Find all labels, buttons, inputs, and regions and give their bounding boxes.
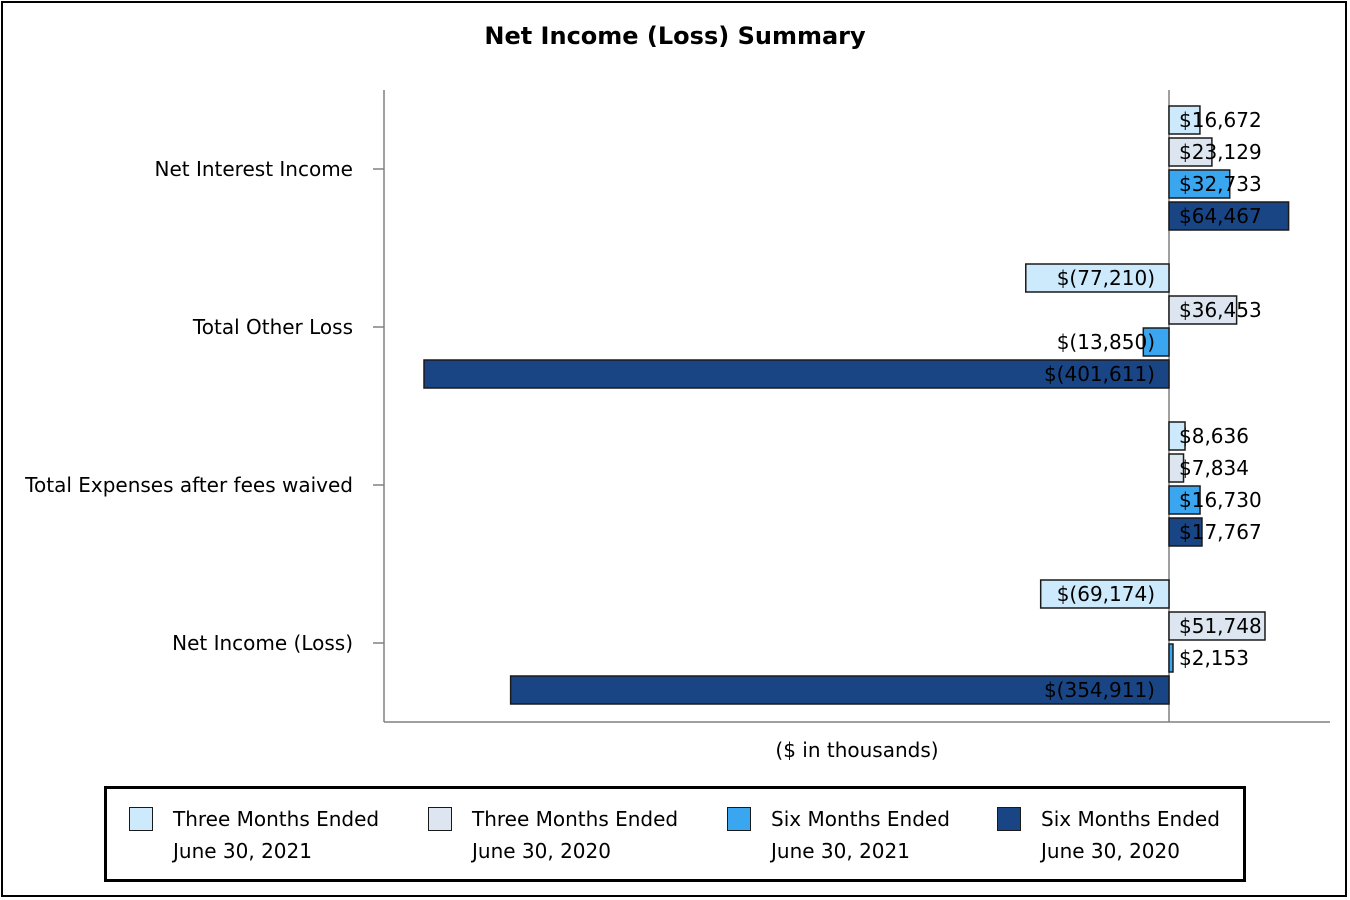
data-label: $16,672 <box>1179 108 1262 132</box>
bar <box>509 675 1170 705</box>
data-label: $17,767 <box>1179 520 1262 544</box>
legend: Three Months Ended June 30, 2021 Three M… <box>104 786 1246 882</box>
legend-label-line1: Six Months Ended <box>1041 807 1220 831</box>
category-label: Net Income (Loss) <box>172 631 353 655</box>
bars <box>423 105 1290 705</box>
data-label: $7,834 <box>1179 456 1249 480</box>
y-axis-ticks <box>373 168 384 644</box>
bar <box>1168 485 1201 515</box>
data-label: $8,636 <box>1179 424 1249 448</box>
legend-label: Three Months Ended June 30, 2021 <box>173 803 379 867</box>
legend-label-line2: June 30, 2020 <box>472 839 611 863</box>
data-label: $36,453 <box>1179 298 1262 322</box>
category-label: Total Expenses after fees waived <box>24 473 353 497</box>
bar <box>1168 517 1203 547</box>
legend-label-line2: June 30, 2021 <box>771 839 910 863</box>
bar <box>1168 453 1185 483</box>
category-label: Net Interest Income <box>155 157 354 181</box>
data-label: $16,730 <box>1179 488 1262 512</box>
data-label: $2,153 <box>1179 646 1249 670</box>
legend-label-line1: Three Months Ended <box>472 807 679 831</box>
bar <box>423 359 1170 389</box>
category-labels: Net Interest Income Total Other Loss Total… <box>24 157 353 655</box>
data-label: $(69,174) <box>1057 582 1155 606</box>
bar <box>1025 263 1170 293</box>
category-label: Total Other Loss <box>192 315 353 339</box>
data-label: $(401,611) <box>1044 362 1155 386</box>
legend-label: Six Months Ended June 30, 2021 <box>771 803 950 867</box>
legend-label-line2: June 30, 2021 <box>173 839 312 863</box>
bar <box>1168 643 1174 673</box>
bar <box>1168 421 1186 451</box>
data-label: $51,748 <box>1179 614 1262 638</box>
legend-swatch <box>129 807 153 831</box>
legend-label-line1: Six Months Ended <box>771 807 950 831</box>
bar <box>1168 611 1266 641</box>
data-labels: $16,672 $23,129 $32,733 $64,467 $(77,210) $36… <box>1044 108 1262 702</box>
data-label: $64,467 <box>1179 204 1262 228</box>
data-label: $(354,911) <box>1044 678 1155 702</box>
x-axis-label: ($ in thousands) <box>775 738 938 762</box>
data-label: $32,733 <box>1179 172 1262 196</box>
legend-swatch <box>727 807 751 831</box>
legend-swatch <box>428 807 452 831</box>
bar <box>1168 295 1238 325</box>
legend-label: Six Months Ended June 30, 2020 <box>1041 803 1220 867</box>
chart-title: Net Income (Loss) Summary <box>484 22 866 50</box>
bar <box>1168 201 1290 231</box>
data-label: $(13,850) <box>1057 330 1155 354</box>
legend-swatch <box>997 807 1021 831</box>
bar <box>1142 327 1170 357</box>
legend-label: Three Months Ended June 30, 2020 <box>472 803 678 867</box>
legend-label-line1: Three Months Ended <box>173 807 380 831</box>
bar <box>1168 105 1201 135</box>
data-label: $23,129 <box>1179 140 1262 164</box>
data-label: $(77,210) <box>1057 266 1155 290</box>
bar <box>1039 579 1170 609</box>
bar <box>1168 169 1231 199</box>
legend-label-line2: June 30, 2020 <box>1041 839 1180 863</box>
bar <box>1168 137 1213 167</box>
